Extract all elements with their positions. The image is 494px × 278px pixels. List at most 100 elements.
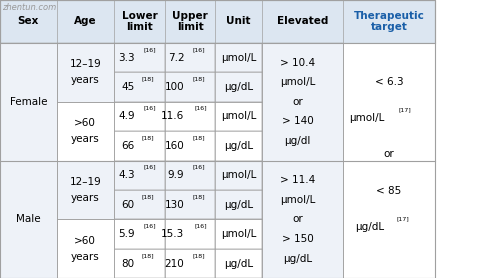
Bar (114, 249, 165, 278)
Text: 3.3: 3.3 (118, 53, 134, 63)
Text: [16]: [16] (193, 165, 206, 170)
Bar (165, 102, 215, 131)
Text: μg/dl: μg/dl (285, 136, 311, 146)
Bar (262, 72, 343, 102)
Bar (343, 43, 435, 278)
Text: 12–19: 12–19 (69, 177, 101, 187)
Text: [17]: [17] (398, 107, 411, 112)
Text: 11.6: 11.6 (161, 111, 184, 121)
Bar (0, 43, 57, 161)
Bar (57, 43, 114, 72)
Text: [16]: [16] (195, 106, 207, 111)
Text: [18]: [18] (141, 135, 154, 140)
Text: [18]: [18] (193, 253, 206, 258)
Bar (114, 131, 165, 161)
Text: Male: Male (16, 214, 41, 224)
Text: or: or (384, 149, 394, 159)
Text: 4.9: 4.9 (118, 111, 134, 121)
Bar (0, 161, 57, 278)
Text: [18]: [18] (141, 76, 154, 81)
Text: [16]: [16] (143, 47, 156, 52)
Bar (165, 190, 215, 219)
Bar (262, 219, 343, 249)
Bar (114, 102, 165, 131)
Text: Upper
limit: Upper limit (172, 11, 208, 32)
Bar (57, 161, 114, 190)
Text: < 85: < 85 (376, 185, 402, 195)
Bar (57, 219, 114, 249)
Text: [16]: [16] (143, 224, 156, 229)
Bar (57, 161, 114, 219)
Text: [16]: [16] (143, 106, 156, 111)
Bar (57, 43, 114, 102)
Bar (0, 43, 57, 72)
Text: [16]: [16] (195, 224, 207, 229)
Text: [18]: [18] (193, 194, 206, 199)
Text: μmol/L: μmol/L (221, 170, 256, 180)
Bar (0, 0, 435, 278)
Bar (0, 72, 57, 102)
Text: years: years (71, 75, 100, 85)
Bar (215, 72, 262, 102)
Text: μg/dL: μg/dL (355, 222, 384, 232)
Text: 160: 160 (165, 141, 184, 151)
Bar (262, 131, 343, 161)
Bar (114, 190, 165, 219)
Text: μmol/L: μmol/L (280, 195, 315, 205)
Bar (57, 102, 114, 131)
Text: > 150: > 150 (282, 234, 314, 244)
Bar (0, 131, 57, 161)
Text: 12–19: 12–19 (69, 59, 101, 70)
Bar (0, 102, 57, 131)
Bar (114, 72, 165, 102)
Text: [16]: [16] (193, 47, 206, 52)
Text: 66: 66 (122, 141, 134, 151)
Bar (215, 131, 262, 161)
Bar (215, 190, 262, 219)
Text: > 10.4: > 10.4 (280, 58, 315, 68)
Text: [18]: [18] (193, 135, 206, 140)
Text: Age: Age (74, 16, 96, 26)
Text: 210: 210 (165, 259, 184, 269)
Text: years: years (71, 134, 100, 144)
Bar (215, 102, 262, 131)
Bar (165, 131, 215, 161)
Bar (165, 43, 215, 72)
Bar (165, 219, 215, 249)
Bar (57, 219, 114, 278)
Text: Elevated: Elevated (277, 16, 328, 26)
Text: 9.9: 9.9 (167, 170, 184, 180)
Text: μg/dL: μg/dL (224, 259, 253, 269)
Text: 7.2: 7.2 (167, 53, 184, 63)
Bar (215, 161, 262, 190)
Text: μmol/L: μmol/L (221, 53, 256, 63)
Text: [18]: [18] (193, 76, 206, 81)
Text: 4.3: 4.3 (118, 170, 134, 180)
Bar (57, 190, 114, 219)
Text: Sex: Sex (18, 16, 39, 26)
Text: 15.3: 15.3 (161, 229, 184, 239)
Text: [18]: [18] (141, 253, 154, 258)
Bar (114, 43, 165, 72)
Text: or: or (292, 214, 303, 224)
Bar (262, 43, 343, 72)
Text: [18]: [18] (141, 194, 154, 199)
Text: μg/dL: μg/dL (224, 141, 253, 151)
Bar (57, 102, 114, 161)
Text: μmol/L: μmol/L (221, 229, 256, 239)
Text: [17]: [17] (396, 216, 409, 221)
Text: or: or (292, 97, 303, 107)
Bar (114, 161, 165, 190)
Text: 130: 130 (165, 200, 184, 210)
Text: 100: 100 (165, 82, 184, 92)
Text: [16]: [16] (143, 165, 156, 170)
Text: > 140: > 140 (282, 116, 314, 126)
Text: μg/dL: μg/dL (224, 82, 253, 92)
Text: < 6.3: < 6.3 (375, 77, 403, 87)
Text: years: years (71, 252, 100, 262)
Text: 5.9: 5.9 (118, 229, 134, 239)
Text: Female: Female (10, 97, 47, 107)
Bar (262, 43, 343, 161)
Bar (57, 131, 114, 161)
Bar (0, 249, 57, 278)
